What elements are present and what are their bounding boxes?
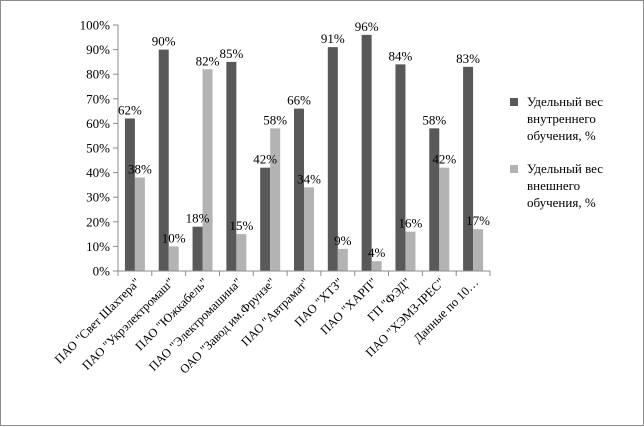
y-tick-label: 10% [86,239,110,254]
bar-series-2 [202,69,213,271]
data-label: 17% [466,213,490,228]
data-label: 66% [287,93,311,108]
data-label: 9% [334,233,352,248]
bar-series-2 [439,167,450,271]
data-label: 82% [196,53,220,68]
bar-series-1 [327,47,338,271]
data-label: 96% [355,19,379,34]
data-label: 16% [399,216,423,231]
bars-layer [124,34,484,272]
data-label: 84% [389,48,413,63]
y-tick-label: 50% [86,141,110,156]
legend-label-2: Удельный вес [527,161,603,176]
y-tick-label: 0% [93,264,111,279]
y-tick-label: 20% [86,214,110,229]
data-labels-layer: 62% 90% 18% 85% 42% 66% 91% 96% 84% 58% 83% 38% 10% 8… [118,19,490,260]
data-label: 4% [368,245,386,260]
y-tick-label: 90% [86,42,110,57]
y-tick-label: 100% [80,18,111,33]
legend-label-2: внешнего [527,178,580,193]
legend: Удельный вес внутреннего обучения, % Удельн… [510,94,603,210]
data-label: 42% [432,152,456,167]
bar-series-2 [371,261,382,271]
data-label: 34% [297,171,321,186]
legend-label-2: обучения, % [527,195,596,210]
data-label: 91% [321,31,345,46]
bar-series-2 [168,246,179,271]
bar-series-1 [463,66,474,271]
bar-series-2 [337,248,348,271]
data-label: 90% [152,34,176,49]
bar-series-2 [405,231,416,271]
data-label: 18% [186,211,210,226]
legend-label-1: Удельный вес [527,94,603,109]
data-label: 85% [219,46,243,61]
data-label: 38% [128,162,152,177]
legend-swatch-1 [510,98,518,106]
bar-series-1 [361,34,372,272]
bar-series-2 [270,128,281,271]
bar-series-1 [294,108,304,271]
y-tick-label: 30% [86,190,110,205]
bar-series-1 [395,64,406,271]
y-tick-label: 60% [86,116,110,131]
data-label: 42% [253,152,277,167]
bar-series-2 [134,177,145,271]
bar-series-2 [304,187,314,271]
bar-series-1 [226,61,237,272]
data-label: 15% [229,218,253,233]
bar-series-1 [158,49,169,271]
y-tick-label: 80% [86,67,110,82]
data-label: 83% [456,51,480,66]
legend-label-1: обучения, % [527,128,596,143]
bar-series-2 [236,234,247,271]
data-label: 62% [118,102,142,117]
data-label: 58% [422,112,446,127]
y-tick-label: 40% [86,165,110,180]
data-label: 10% [162,230,186,245]
bar-series-1 [124,118,135,271]
legend-swatch-2 [510,165,518,173]
bar-series-1 [260,167,271,271]
y-tick-label: 70% [86,91,110,106]
legend-label-1: внутреннего [527,111,596,126]
data-label: 58% [263,112,287,127]
bar-series-1 [429,128,440,271]
bar-series-1 [192,226,203,271]
bar-series-2 [473,229,484,271]
